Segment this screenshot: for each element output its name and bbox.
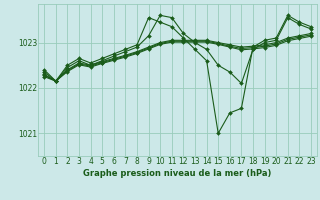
X-axis label: Graphe pression niveau de la mer (hPa): Graphe pression niveau de la mer (hPa) (84, 169, 272, 178)
